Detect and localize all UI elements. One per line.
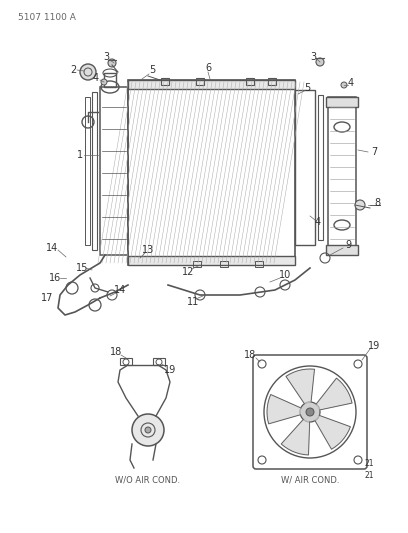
Polygon shape [281, 419, 310, 455]
Bar [255, 261, 263, 267]
Text: 6: 6 [205, 63, 211, 73]
Text: 4: 4 [93, 73, 99, 83]
Text: 9: 9 [345, 240, 351, 250]
Text: 16: 16 [49, 273, 61, 283]
Text: 5107 1100 A: 5107 1100 A [18, 12, 76, 21]
Text: W/O AIR COND.: W/O AIR COND. [115, 475, 181, 484]
Text: W/ AIR COND.: W/ AIR COND. [281, 475, 339, 484]
Text: 19: 19 [368, 341, 380, 351]
Text: 5: 5 [304, 83, 310, 93]
Bar [153, 358, 165, 365]
Bar [92, 92, 97, 250]
Bar [128, 80, 295, 265]
Circle shape [145, 427, 151, 433]
Bar [161, 78, 169, 85]
Circle shape [101, 79, 107, 85]
Circle shape [341, 82, 347, 88]
Bar [326, 245, 358, 255]
Bar [128, 256, 295, 265]
Polygon shape [316, 378, 352, 410]
Text: 1: 1 [77, 150, 83, 160]
Polygon shape [286, 369, 315, 403]
Text: 17: 17 [41, 293, 53, 303]
Text: 5: 5 [149, 65, 155, 75]
Circle shape [108, 59, 116, 67]
Text: 7: 7 [371, 147, 377, 157]
Text: 8: 8 [374, 198, 380, 208]
Text: 21: 21 [364, 459, 374, 469]
Bar [104, 73, 116, 87]
Bar [128, 80, 295, 89]
Polygon shape [267, 394, 301, 424]
Text: 14: 14 [46, 243, 58, 253]
Circle shape [355, 200, 365, 210]
Text: 3: 3 [103, 52, 109, 62]
Bar [120, 358, 132, 365]
Text: 11: 11 [187, 297, 199, 307]
Text: 4: 4 [315, 217, 321, 227]
Text: 21: 21 [364, 472, 374, 481]
Circle shape [306, 408, 314, 416]
Text: 15: 15 [76, 263, 88, 273]
Circle shape [316, 58, 324, 66]
Bar [268, 78, 276, 85]
Bar [328, 97, 356, 255]
Bar [318, 95, 323, 240]
Bar [295, 90, 315, 245]
Bar [193, 261, 201, 267]
Polygon shape [315, 415, 350, 449]
Bar [85, 97, 90, 245]
Text: 19: 19 [164, 365, 176, 375]
Bar [246, 78, 254, 85]
Text: 12: 12 [182, 267, 194, 277]
Text: 14: 14 [114, 285, 126, 295]
Circle shape [300, 402, 320, 422]
Bar [100, 87, 128, 255]
Text: 3: 3 [310, 52, 316, 62]
Text: 18: 18 [244, 350, 256, 360]
Text: 4: 4 [348, 78, 354, 88]
Text: 10: 10 [279, 270, 291, 280]
Text: 13: 13 [142, 245, 154, 255]
Bar [326, 97, 358, 107]
Circle shape [132, 414, 164, 446]
Text: 18: 18 [110, 347, 122, 357]
Bar [220, 261, 228, 267]
Circle shape [80, 64, 96, 80]
Bar [196, 78, 204, 85]
Text: 2: 2 [70, 65, 76, 75]
